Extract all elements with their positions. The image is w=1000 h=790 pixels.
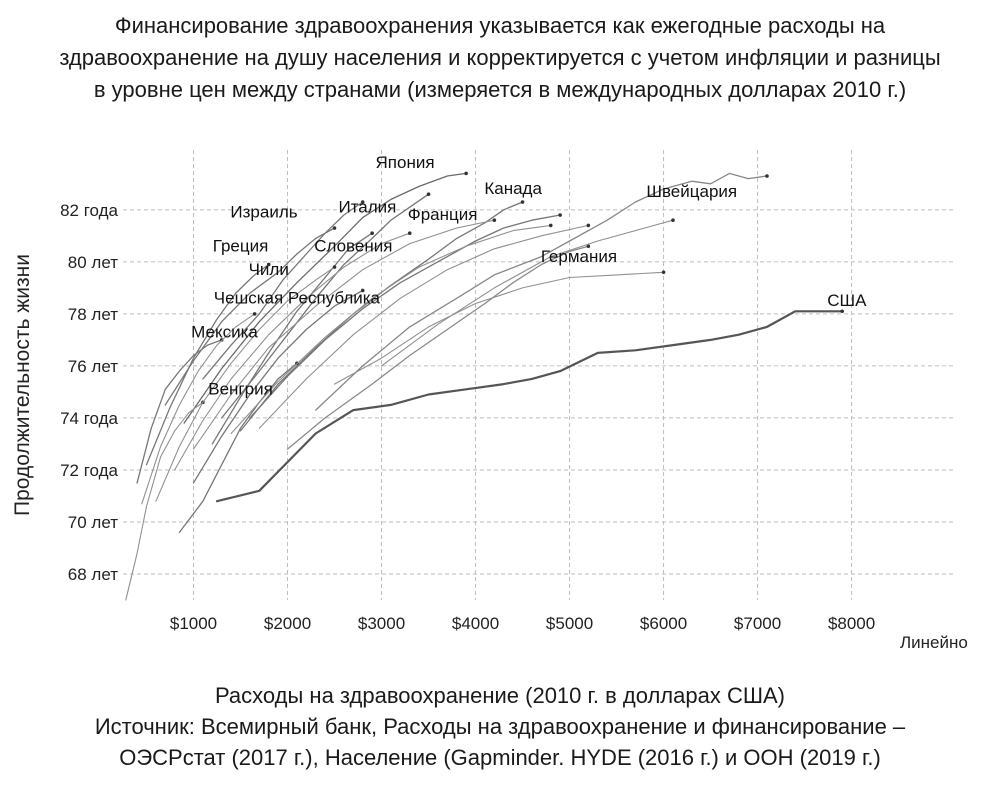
series-end-point <box>492 218 497 223</box>
chart-footer: Расходы на здравоохранение (2010 г. в до… <box>0 680 1000 773</box>
series-end-point <box>586 244 591 249</box>
series-line <box>141 313 256 505</box>
x-tick-label: $5000 <box>546 614 593 633</box>
series-line <box>202 201 364 380</box>
x-tick-label: $3000 <box>358 614 405 633</box>
country-label: Словения <box>314 236 392 255</box>
series-line <box>230 224 552 435</box>
country-label: Япония <box>376 153 435 172</box>
country-label: Мексика <box>191 322 258 341</box>
source-line-2: ОЭСРстат (2017 г.), Население (Gapminder… <box>119 745 881 770</box>
scale-label: Линейно <box>900 633 968 652</box>
title-line-1: Финансирование здравоохранения указывает… <box>114 13 886 38</box>
series-end-point <box>586 223 591 228</box>
series-end-point <box>765 174 769 178</box>
line-chart: $1000 $2000 $3000 $4000 $5000 $6000 $7000 $8000… <box>11 150 968 652</box>
title-line-2: здравоохранение на душу населения и корр… <box>59 45 941 70</box>
y-axis-label: Продолжительность жизни <box>11 254 34 516</box>
series-end-point <box>558 213 562 217</box>
country-label: Канада <box>484 179 542 198</box>
series-lines <box>125 171 844 601</box>
country-label: Италия <box>338 197 396 216</box>
title-line-3: в уровне цен между странами (измеряется … <box>93 77 907 102</box>
series-end-point <box>266 262 271 267</box>
series-end-point <box>426 192 431 197</box>
y-tick-label: 82 года <box>60 201 118 220</box>
series-line <box>211 232 373 445</box>
series-line <box>145 263 270 466</box>
country-label: Греция <box>213 236 269 255</box>
series-line <box>178 362 298 534</box>
chart-title: Финансирование здравоохранения указывает… <box>0 10 1000 106</box>
series-line <box>380 219 674 367</box>
y-tick-label: 72 года <box>60 461 118 480</box>
country-label: Израиль <box>230 203 297 222</box>
series-end-point <box>407 231 412 236</box>
series-line <box>192 219 495 450</box>
x-tick-label: $8000 <box>828 614 875 633</box>
y-tick-labels: 68 лет 70 лет 72 года 74 года 76 лет 78 лет 80… <box>60 201 118 584</box>
x-tick-label: $2000 <box>264 614 311 633</box>
series-end-point <box>464 171 468 176</box>
series-line <box>239 201 524 432</box>
series-line <box>249 214 561 419</box>
country-label: Франция <box>408 205 478 224</box>
series-end-point <box>520 200 525 204</box>
gridlines <box>123 150 955 600</box>
series-line <box>315 172 768 411</box>
x-tick-labels: $1000 $2000 $3000 $4000 $5000 $6000 $7000 $8000 <box>170 614 875 633</box>
series-end-point <box>840 309 844 314</box>
series-end-point <box>332 265 337 269</box>
series-line <box>183 172 467 424</box>
series-line <box>174 232 411 471</box>
series-end-point <box>332 226 337 230</box>
y-tick-label: 74 года <box>60 409 118 428</box>
country-label: Швейцария <box>646 182 737 201</box>
country-label: Венгрия <box>208 380 273 399</box>
country-label: США <box>827 291 867 310</box>
x-axis-label: Расходы на здравоохранение (2010 г. в до… <box>214 683 786 708</box>
country-label: Чили <box>249 260 289 279</box>
y-tick-label: 76 лет <box>68 357 118 376</box>
x-tick-label: $1000 <box>170 614 217 633</box>
y-tick-label: 78 лет <box>68 305 118 324</box>
series-line <box>155 266 336 502</box>
series-line <box>258 224 589 429</box>
series-line <box>192 289 364 484</box>
y-tick-label: 80 лет <box>68 253 118 272</box>
series-line <box>286 245 590 450</box>
country-labels: Япония Канада Швейцария Израиль Италия Франци… <box>191 153 867 398</box>
series-line <box>333 271 665 385</box>
series-end-point <box>252 312 257 316</box>
series-end-point <box>548 223 553 228</box>
country-label: Германия <box>541 247 617 266</box>
series-line <box>136 339 223 484</box>
series-end-point <box>370 231 374 236</box>
y-tick-label: 70 лет <box>68 513 118 532</box>
series-end-point <box>671 218 675 223</box>
series-line <box>215 310 844 503</box>
series-end-point <box>360 200 365 204</box>
series-end-point <box>661 270 666 275</box>
x-tick-label: $6000 <box>640 614 687 633</box>
y-tick-label: 68 лет <box>68 565 118 584</box>
country-label: Чешская Республика <box>214 288 381 307</box>
x-tick-label: $7000 <box>734 614 781 633</box>
source-line-1: Источник: Всемирный банк, Расходы на здр… <box>94 714 906 739</box>
series-line <box>125 401 204 601</box>
series-end-point <box>360 288 365 293</box>
x-tick-label: $4000 <box>452 614 499 633</box>
series-line <box>221 193 430 419</box>
series-line <box>164 227 336 406</box>
